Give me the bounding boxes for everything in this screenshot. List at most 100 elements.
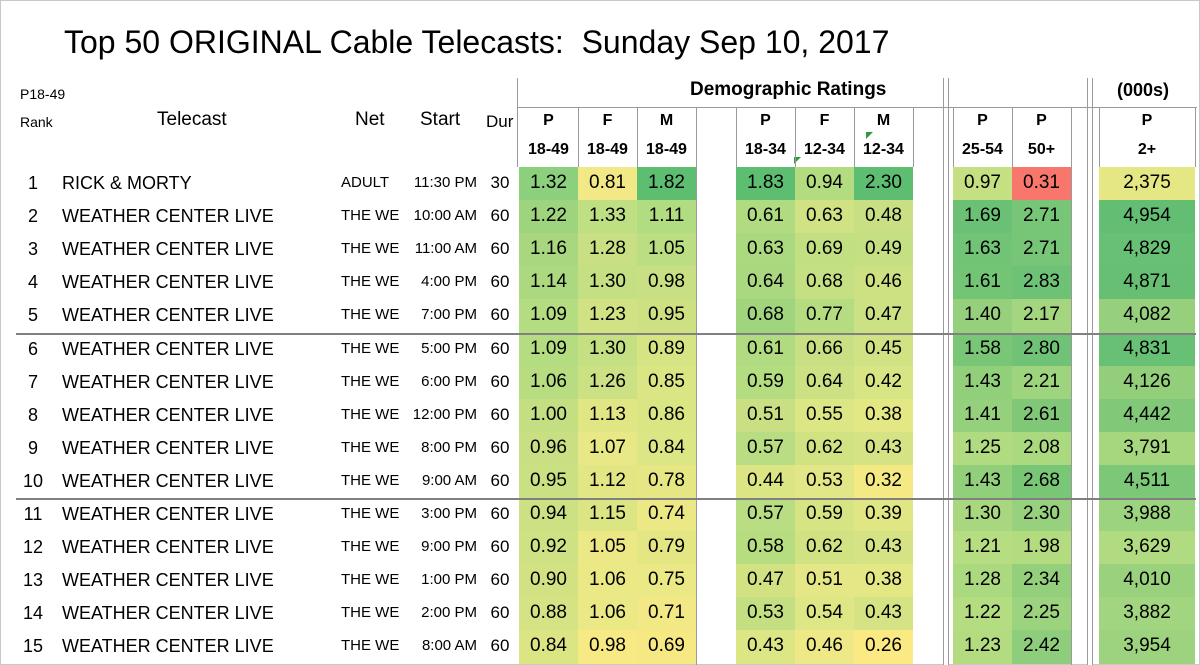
rating-cell: 0.53: [736, 597, 795, 631]
rating-cell: 2.30: [1012, 498, 1071, 532]
net-header: Net: [355, 109, 385, 130]
rating-cell: 0.89: [637, 333, 696, 367]
rating-cell: 0.43: [854, 432, 913, 466]
rating-cell: 4,831: [1099, 333, 1195, 367]
telecast-cell: WEATHER CENTER LIVE: [62, 272, 274, 292]
thousands-header: (000s): [1117, 80, 1170, 100]
rating-cell: 1.09: [519, 299, 578, 333]
rating-cell: 2.42: [1012, 630, 1071, 664]
rating-cell: 1.28: [578, 233, 637, 267]
rating-cell: 1.05: [578, 531, 637, 565]
rating-cell: 1.06: [578, 564, 637, 598]
rating-cell: 1.32: [519, 167, 578, 201]
start-cell: 2:00 PM: [421, 604, 477, 621]
start-cell: 6:00 PM: [421, 373, 477, 390]
start-cell: 8:00 AM: [421, 637, 477, 654]
dur-cell: 60: [490, 504, 510, 523]
start-cell: 5:00 PM: [421, 340, 477, 357]
column-divider: [736, 107, 737, 167]
rating-cell: 0.64: [795, 366, 854, 400]
rating-cell: 0.43: [736, 630, 795, 664]
net-cell: THE WE: [341, 306, 400, 323]
telecast-cell: WEATHER CENTER LIVE: [62, 471, 274, 491]
rating-cell: 4,511: [1099, 465, 1195, 499]
rating-cell: 1.22: [953, 597, 1012, 631]
dur-cell: 60: [490, 471, 510, 490]
column-header-bottom: 25-54: [962, 141, 1003, 158]
column-divider: [953, 107, 954, 167]
column-header-top: P: [543, 112, 554, 129]
rating-cell: 4,954: [1099, 200, 1195, 234]
net-cell: ADULT: [341, 174, 390, 191]
rating-cell: 1.22: [519, 200, 578, 234]
column-header-top: F: [819, 112, 830, 129]
rank-cell: 7: [27, 372, 38, 392]
rating-cell: 3,988: [1099, 498, 1195, 532]
column-header-bottom: 18-49: [587, 141, 628, 158]
net-cell: THE WE: [341, 505, 400, 522]
rating-cell: 0.92: [519, 531, 578, 565]
rating-cell: 1.43: [953, 465, 1012, 499]
telecast-header: Telecast: [157, 109, 227, 130]
net-cell: THE WE: [341, 406, 400, 423]
rating-cell: 0.90: [519, 564, 578, 598]
rating-cell: 1.16: [519, 233, 578, 267]
rating-cell: 0.71: [637, 597, 696, 631]
rating-cell: 0.78: [637, 465, 696, 499]
start-cell: 11:00 AM: [414, 240, 477, 257]
telecast-cell: WEATHER CENTER LIVE: [62, 438, 274, 458]
rating-cell: 0.46: [854, 266, 913, 300]
rating-cell: 1.09: [519, 333, 578, 367]
telecast-cell: WEATHER CENTER LIVE: [62, 570, 274, 590]
rating-cell: 0.84: [637, 432, 696, 466]
start-header: Start: [420, 109, 461, 130]
rating-cell: 2.21: [1012, 366, 1071, 400]
telecast-cell: WEATHER CENTER LIVE: [62, 504, 274, 524]
rating-cell: 1.13: [578, 399, 637, 433]
column-divider: [696, 167, 697, 665]
telecast-cell: WEATHER CENTER LIVE: [62, 405, 274, 425]
start-cell: 12:00 PM: [412, 406, 477, 423]
rating-cell: 0.26: [854, 630, 913, 664]
start-cell: 1:00 PM: [421, 571, 477, 588]
net-cell: THE WE: [341, 604, 400, 621]
rating-cell: 1.11: [637, 200, 696, 234]
rating-cell: 0.94: [795, 167, 854, 201]
start-cell: 4:00 PM: [421, 273, 477, 290]
rating-cell: 0.69: [795, 233, 854, 267]
rating-cell: 0.95: [637, 299, 696, 333]
column-header-top: P: [1141, 112, 1153, 129]
start-cell: 7:00 PM: [421, 306, 477, 323]
rating-cell: 1.00: [519, 399, 578, 433]
rating-cell: 0.88: [519, 597, 578, 631]
net-cell: THE WE: [341, 240, 400, 257]
rating-cell: 1.21: [953, 531, 1012, 565]
rating-cell: 1.40: [953, 299, 1012, 333]
rating-cell: 1.12: [578, 465, 637, 499]
telecast-cell: WEATHER CENTER LIVE: [62, 603, 274, 623]
rating-cell: 1.58: [953, 333, 1012, 367]
rating-cell: 0.81: [578, 167, 637, 201]
net-cell: THE WE: [341, 439, 400, 456]
rating-cell: 0.94: [519, 498, 578, 532]
start-cell: 8:00 PM: [421, 439, 477, 456]
start-cell: 11:30 PM: [413, 174, 477, 191]
dur-cell: 60: [490, 239, 510, 258]
dur-cell: 60: [490, 537, 510, 556]
rating-cell: 0.45: [854, 333, 913, 367]
rating-cell: 0.59: [736, 366, 795, 400]
net-cell: THE WE: [341, 637, 400, 654]
column-divider: [943, 78, 949, 665]
rating-cell: 0.57: [736, 498, 795, 532]
rating-cell: 3,791: [1099, 432, 1195, 466]
dur-cell: 60: [490, 272, 510, 291]
dur-cell: 60: [490, 405, 510, 424]
rating-cell: 0.38: [854, 564, 913, 598]
rating-cell: 2.34: [1012, 564, 1071, 598]
column-divider: [1012, 107, 1013, 167]
rating-cell: 0.68: [795, 266, 854, 300]
start-cell: 10:00 AM: [413, 207, 477, 224]
rating-cell: 4,082: [1099, 299, 1195, 333]
rating-cell: 0.43: [854, 531, 913, 565]
telecast-cell: WEATHER CENTER LIVE: [62, 372, 274, 392]
